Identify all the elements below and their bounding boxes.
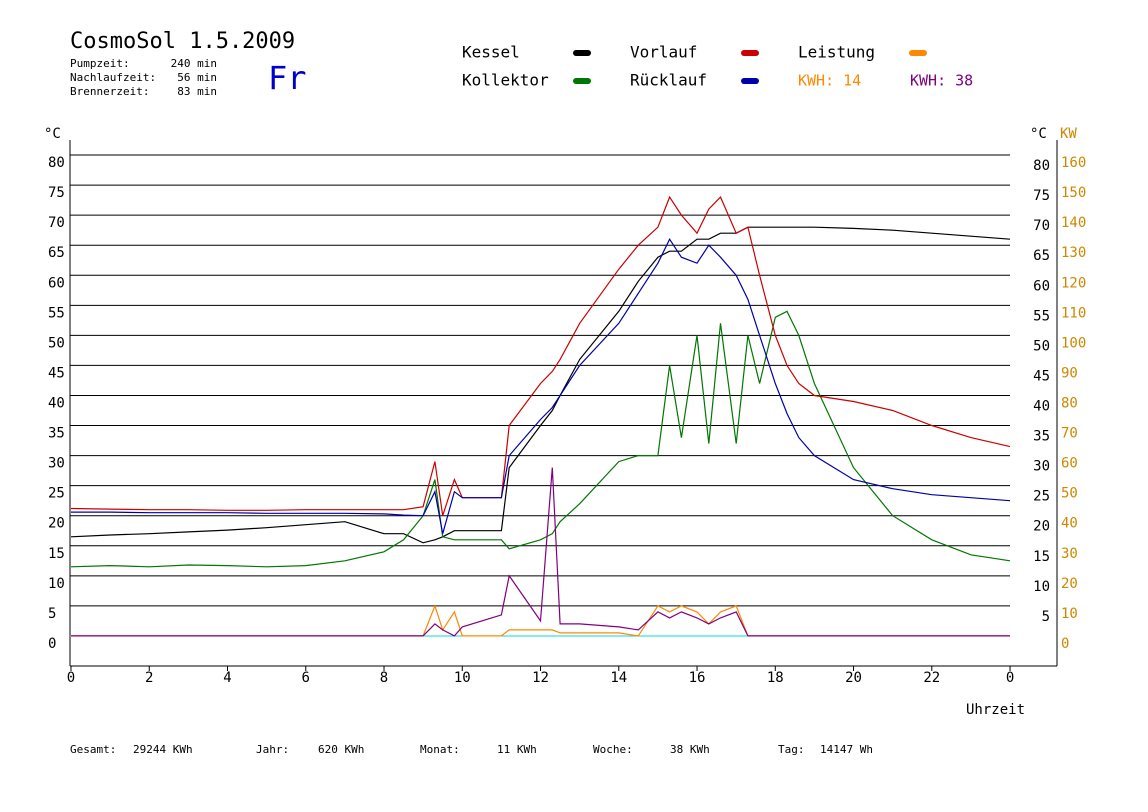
y-tick-label: 70	[48, 215, 65, 231]
x-tick-label: 2	[145, 670, 153, 686]
y-tick-label: 20	[48, 516, 65, 532]
series-line	[71, 467, 1010, 637]
kwh-label: KWH: 14	[798, 72, 861, 90]
footer-value: 29244 KWh	[133, 743, 193, 756]
y-tick-label: 55	[48, 305, 65, 321]
y-tick-label: 35	[48, 426, 65, 442]
series-line	[70, 195, 1011, 516]
y2-tick-label: 140	[1061, 215, 1086, 231]
y2-tick-label: 80	[1061, 395, 1078, 411]
y-tick-label-right: 45	[1033, 368, 1050, 384]
y-tick-label: 65	[48, 245, 65, 261]
y2-tick-label: 90	[1061, 365, 1078, 381]
x-tick-label: 22	[923, 670, 940, 686]
y2-tick-label: 20	[1061, 576, 1078, 592]
y2-tick-label: 100	[1061, 335, 1086, 351]
x-tick-label: 16	[689, 670, 706, 686]
x-tick-label: 20	[845, 670, 862, 686]
footer-label: Tag:	[778, 743, 805, 756]
y2-tick-label: 130	[1061, 245, 1086, 261]
y2-tick-label: 40	[1061, 516, 1078, 532]
y2-tick-label: 0	[1061, 636, 1069, 652]
title: CosmoSol 1.5.2009	[70, 29, 295, 54]
series-line	[71, 237, 1011, 534]
y-tick-label-right: 40	[1033, 398, 1050, 414]
y-tick-label: 15	[48, 546, 65, 562]
y-tick-label-right: 60	[1033, 278, 1050, 294]
x-tick-label: 4	[223, 670, 231, 686]
y2-tick-label: 110	[1061, 305, 1086, 321]
x-tick-label: 12	[532, 670, 549, 686]
y-tick-label: 80	[48, 155, 65, 171]
day: Fr	[268, 59, 307, 97]
y-tick-label-right: 15	[1033, 549, 1050, 565]
y-tick-label: 60	[48, 275, 65, 291]
y-tick-label: 10	[48, 576, 65, 592]
footer-value: 14147 Wh	[820, 743, 873, 756]
y-tick-label: 0	[48, 636, 56, 652]
x-tick-label: 14	[610, 670, 627, 686]
y2-tick-label: 150	[1061, 185, 1086, 201]
y-tick-label-right: 65	[1033, 248, 1050, 264]
footer-label: Jahr:	[256, 743, 289, 756]
footer-value: 620 KWh	[318, 743, 364, 756]
y2-tick-label: 70	[1061, 426, 1078, 442]
series-line	[70, 226, 1011, 544]
y-tick-label: 25	[48, 486, 65, 502]
y2-tick-label: 30	[1061, 546, 1078, 562]
legend-label: Vorlauf	[630, 43, 697, 62]
footer-value: 11 KWh	[497, 743, 537, 756]
footer-label: Gesamt:	[70, 743, 116, 756]
legend-label: Kollektor	[462, 71, 549, 90]
series-line	[70, 310, 1011, 568]
legend-label: Kessel	[462, 43, 520, 62]
y-tick-label-right: 20	[1033, 519, 1050, 535]
y-tick-label-right: 50	[1033, 338, 1050, 354]
y-tick-label-right: 10	[1033, 579, 1050, 595]
y2-axis-label: KW	[1060, 126, 1077, 142]
legend-label: Rücklauf	[630, 71, 707, 90]
y2-tick-label: 10	[1061, 606, 1078, 622]
y2-tick-label: 160	[1061, 155, 1086, 171]
footer-label: Monat:	[420, 743, 460, 756]
y2-tick-label: 50	[1061, 486, 1078, 502]
stat-value: 83 min	[177, 85, 217, 98]
legend-label: Leistung	[798, 43, 875, 62]
y-tick-label-right: 30	[1033, 459, 1050, 475]
y-axis-label: °C	[44, 126, 61, 142]
y-tick-label-right: 35	[1033, 429, 1050, 445]
stat-label: Nachlaufzeit:	[70, 71, 156, 84]
y-tick-label: 45	[48, 365, 65, 381]
x-tick-label: 0	[1006, 670, 1014, 686]
y-axis-label-right: °C	[1030, 126, 1047, 142]
footer-label: Woche:	[593, 743, 633, 756]
stat-label: Pumpzeit:	[70, 57, 130, 70]
kwh-label: KWH: 38	[910, 72, 973, 90]
x-tick-label: 0	[67, 670, 75, 686]
y-tick-label-right: 5	[1042, 609, 1050, 625]
y-tick-label: 40	[48, 395, 65, 411]
y-tick-label: 75	[48, 185, 65, 201]
x-axis-label: Uhrzeit	[966, 702, 1025, 718]
stat-value: 56 min	[177, 71, 217, 84]
x-tick-label: 18	[767, 670, 784, 686]
x-tick-label: 10	[454, 670, 471, 686]
y-tick-label-right: 55	[1033, 308, 1050, 324]
y-tick-label-right: 80	[1033, 158, 1050, 174]
y-tick-label: 5	[48, 606, 56, 622]
x-tick-label: 6	[302, 670, 310, 686]
y-tick-label: 30	[48, 456, 65, 472]
y-tick-label: 50	[48, 335, 65, 351]
y-tick-label-right: 75	[1033, 188, 1050, 204]
stat-label: Brennerzeit:	[70, 85, 149, 98]
y-tick-label-right: 25	[1033, 489, 1050, 505]
y2-tick-label: 120	[1061, 275, 1086, 291]
y-tick-label-right: 70	[1033, 218, 1050, 234]
footer-value: 38 KWh	[670, 743, 710, 756]
x-tick-label: 8	[380, 670, 388, 686]
y2-tick-label: 60	[1061, 456, 1078, 472]
stat-value: 240 min	[171, 57, 217, 70]
